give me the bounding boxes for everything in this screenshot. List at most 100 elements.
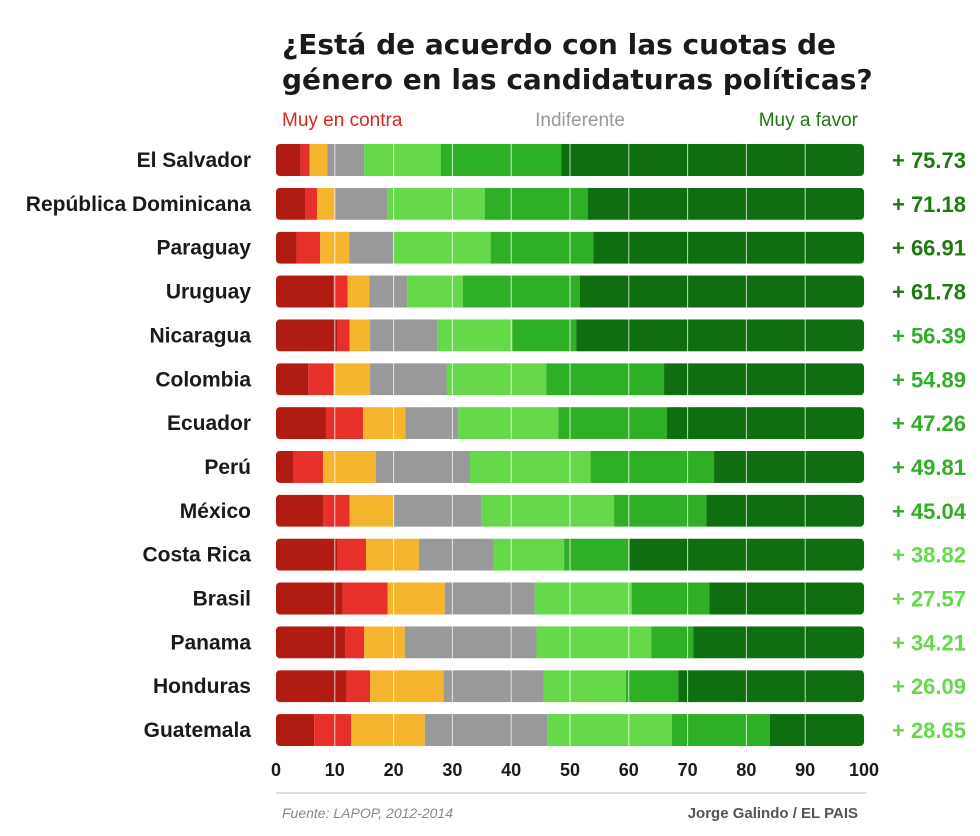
credit: Jorge Galindo / EL PAIS bbox=[688, 805, 858, 822]
bar-segment bbox=[631, 582, 710, 615]
bar-segment bbox=[342, 582, 388, 615]
bar-segment bbox=[337, 319, 350, 352]
bar-segment bbox=[446, 363, 547, 396]
bar-segment bbox=[590, 450, 715, 483]
net-value-label: + 47.26 bbox=[892, 411, 966, 436]
bar-segment bbox=[387, 187, 485, 220]
net-value-label: + 71.18 bbox=[892, 192, 966, 217]
bar-row bbox=[276, 494, 864, 527]
bar-segment bbox=[276, 626, 346, 659]
net-value-label: + 66.91 bbox=[892, 236, 966, 261]
category-label: Brasil bbox=[193, 588, 251, 611]
bar-segment bbox=[614, 494, 707, 527]
net-value-label: + 28.65 bbox=[892, 718, 966, 743]
x-tick-label: 90 bbox=[795, 760, 815, 780]
bar-row bbox=[276, 363, 864, 396]
bar-segment bbox=[349, 319, 371, 352]
legend-indiferente: Indiferente bbox=[535, 110, 625, 131]
bar-segment bbox=[671, 714, 770, 747]
bar-segment bbox=[276, 494, 324, 527]
bar-segment bbox=[276, 450, 294, 483]
bar-segment bbox=[323, 450, 376, 483]
bar-row bbox=[276, 407, 864, 440]
category-label: Uruguay bbox=[166, 281, 252, 304]
bar-segment bbox=[325, 407, 364, 440]
bar-segment bbox=[543, 670, 626, 703]
bar-segment bbox=[534, 582, 632, 615]
bar-segment bbox=[407, 275, 463, 308]
bar-row bbox=[276, 626, 864, 659]
bar-row bbox=[276, 275, 864, 308]
bar-segment bbox=[345, 626, 365, 659]
bar-segment bbox=[351, 714, 425, 747]
bar-segment bbox=[309, 144, 328, 176]
bar-segment bbox=[558, 407, 668, 440]
bar-segment bbox=[709, 582, 864, 615]
x-tick-label: 50 bbox=[560, 760, 580, 780]
net-value-label: + 45.04 bbox=[892, 499, 967, 524]
grid-layer bbox=[334, 144, 806, 747]
bar-segment bbox=[444, 582, 535, 615]
bar-segment bbox=[576, 319, 864, 352]
category-label: El Salvador bbox=[137, 149, 251, 172]
bars-layer bbox=[276, 144, 864, 747]
bar-segment bbox=[276, 187, 306, 220]
bar-segment bbox=[276, 714, 315, 747]
bar-segment bbox=[370, 670, 444, 703]
net-value-label: + 26.09 bbox=[892, 674, 966, 699]
bar-segment bbox=[276, 670, 347, 703]
bar-segment bbox=[305, 187, 318, 220]
category-label: Ecuador bbox=[167, 412, 251, 435]
bar-segment bbox=[370, 319, 438, 352]
bar-segment bbox=[536, 626, 652, 659]
category-label: Honduras bbox=[153, 675, 251, 698]
bar-segment bbox=[629, 538, 864, 571]
bar-row bbox=[276, 319, 864, 352]
bar-segment bbox=[317, 187, 335, 220]
bar-segment bbox=[664, 363, 864, 396]
bar-row bbox=[276, 450, 864, 483]
net-value-label: + 27.57 bbox=[892, 587, 966, 612]
category-label: República Dominicana bbox=[26, 193, 252, 216]
bar-segment bbox=[323, 494, 350, 527]
bar-segment bbox=[334, 187, 388, 220]
category-label: Costa Rica bbox=[142, 544, 251, 567]
bar-segment bbox=[693, 626, 864, 659]
chart-title-line-1: ¿Está de acuerdo con las cuotas de bbox=[282, 28, 836, 61]
net-value-label: + 61.78 bbox=[892, 280, 966, 305]
category-label: Nicaragua bbox=[149, 324, 251, 347]
legend-muy-en-contra: Muy en contra bbox=[282, 110, 403, 131]
category-label: Colombia bbox=[155, 368, 251, 391]
bar-segment bbox=[333, 275, 348, 308]
bar-segment bbox=[418, 538, 494, 571]
category-label: Panama bbox=[170, 631, 251, 654]
net-value-label: + 54.89 bbox=[892, 367, 966, 392]
bar-segment bbox=[546, 363, 665, 396]
bar-segment bbox=[579, 275, 864, 308]
bar-segment bbox=[405, 407, 459, 440]
bar-segment bbox=[364, 626, 405, 659]
bar-segment bbox=[481, 494, 615, 527]
bar-segment bbox=[276, 144, 301, 176]
category-label: México bbox=[180, 500, 251, 523]
bar-segment bbox=[484, 187, 588, 220]
bar-segment bbox=[387, 582, 445, 615]
bar-segment bbox=[769, 714, 864, 747]
bar-segment bbox=[404, 626, 537, 659]
x-tick-label: 60 bbox=[619, 760, 639, 780]
bar-segment bbox=[462, 275, 580, 308]
bar-segment bbox=[347, 275, 370, 308]
x-tick-label: 20 bbox=[384, 760, 404, 780]
values-layer: + 75.73 + 71.18 + 66.91 + 61.78 + 56.39 + 54.… bbox=[892, 148, 967, 743]
category-label: Paraguay bbox=[156, 237, 251, 260]
bar-segment bbox=[437, 319, 513, 352]
x-tick-label: 40 bbox=[501, 760, 521, 780]
x-tick-label: 30 bbox=[442, 760, 462, 780]
bar-segment bbox=[440, 144, 562, 176]
labels-layer: El Salvador República Dominicana Paraguay U… bbox=[26, 149, 252, 742]
bar-segment bbox=[547, 714, 672, 747]
bar-segment bbox=[561, 144, 864, 176]
bar-segment bbox=[512, 319, 577, 352]
bar-segment bbox=[424, 714, 548, 747]
